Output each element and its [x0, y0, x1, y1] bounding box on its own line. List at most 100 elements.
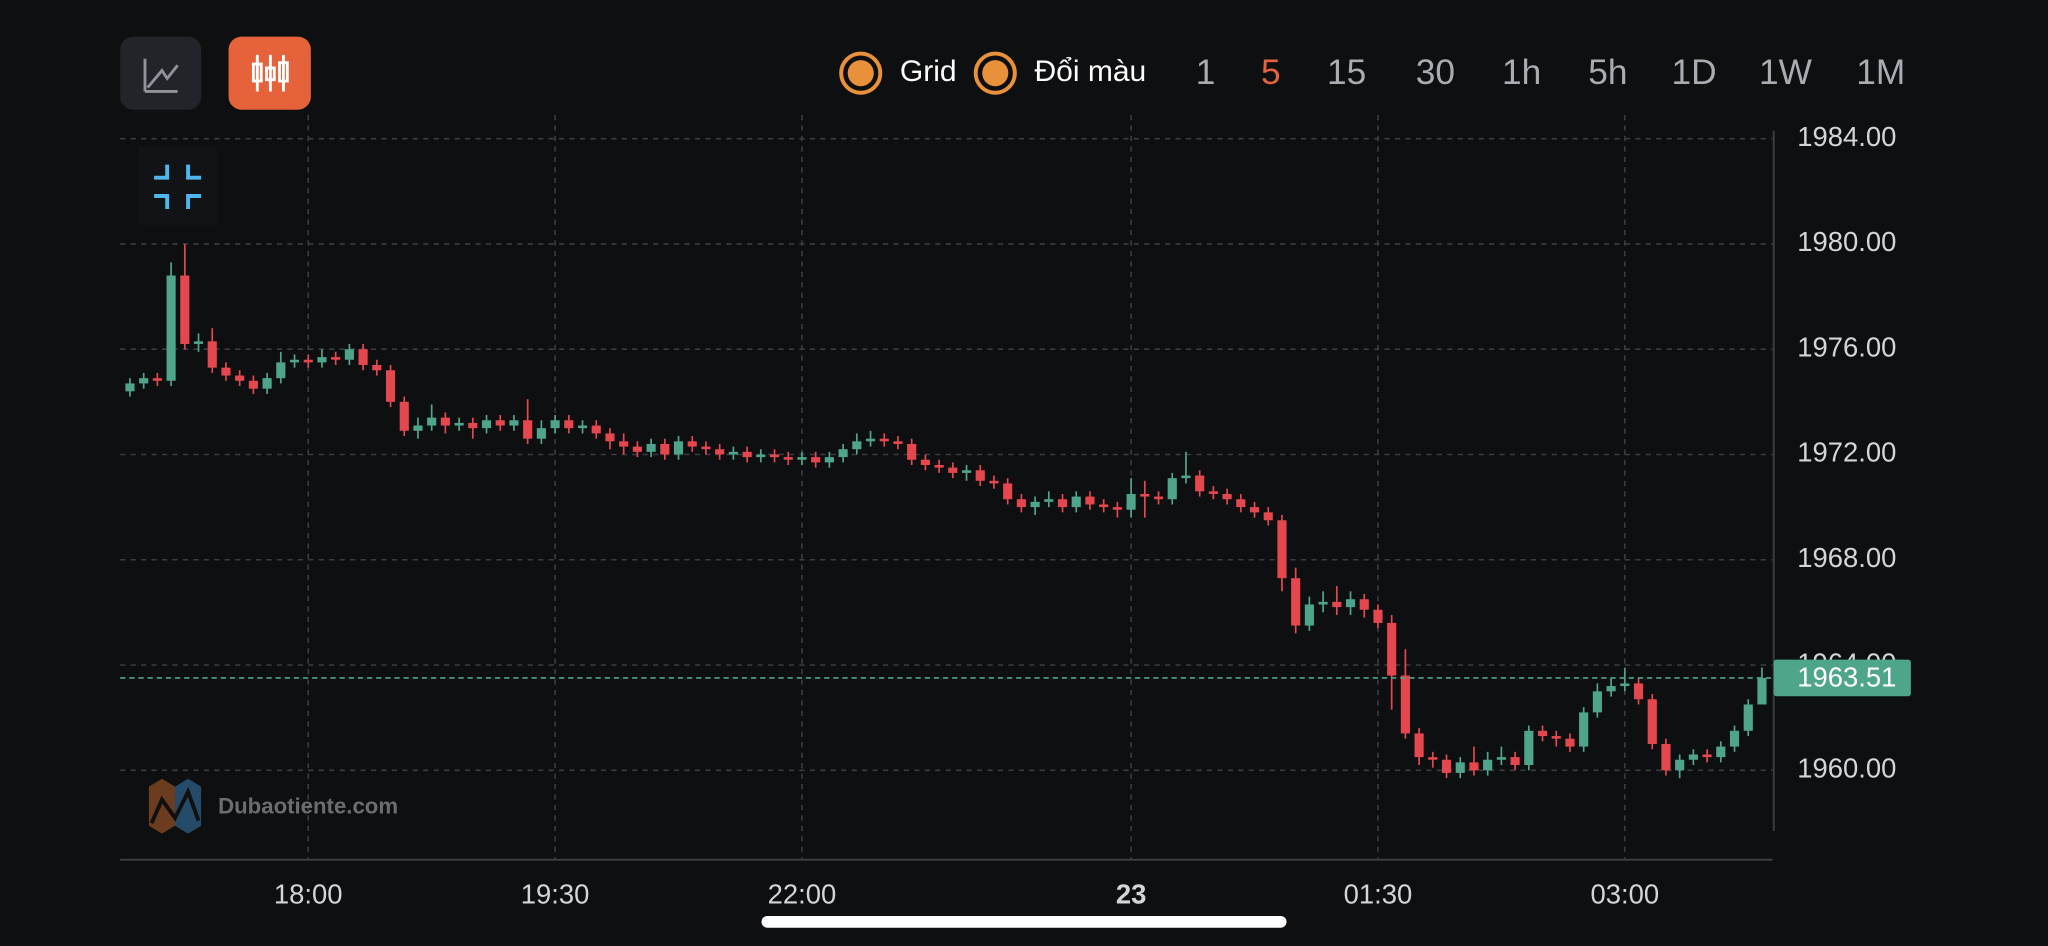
candle-body [344, 349, 354, 360]
y-tick-label: 1976.00 [1797, 331, 1896, 362]
candle-body [1085, 496, 1095, 505]
candle-body [1688, 754, 1698, 760]
candle-body [824, 457, 834, 463]
candle-body [797, 457, 807, 460]
candle-body [1332, 601, 1342, 608]
candle-body [1400, 675, 1410, 734]
grid-toggle[interactable]: Grid [839, 51, 957, 95]
candle-body [235, 375, 245, 381]
candle-body [1016, 499, 1026, 508]
candle-body [1441, 759, 1452, 773]
candle-body [1661, 743, 1671, 771]
candle-body [1126, 493, 1136, 510]
candle-body [989, 480, 999, 484]
color-toggle[interactable]: Đổi màu [973, 51, 1147, 95]
watermark: Dubaotiente.com [148, 778, 398, 834]
interval-tab[interactable]: 1W [1759, 53, 1813, 92]
candle-body [1387, 622, 1397, 676]
candle-body [1208, 491, 1218, 494]
candle-body [660, 443, 670, 455]
candle-body [1729, 730, 1740, 747]
candle-body [1030, 501, 1040, 508]
candle-body [372, 364, 382, 371]
candle-body [1099, 504, 1109, 508]
candle-body [673, 441, 684, 455]
candle-body [591, 425, 601, 434]
interval-tab[interactable]: 1D [1671, 53, 1716, 92]
candle-body [632, 446, 642, 452]
candle-body [1483, 759, 1493, 771]
x-tick-label: 22:00 [768, 879, 837, 910]
candle-body [646, 443, 656, 452]
chart: 1960.001964.001968.001972.001976.001980.… [120, 114, 1911, 910]
candle-body [1181, 475, 1191, 479]
candle-body [756, 454, 766, 458]
candle-body [920, 459, 930, 466]
candle-body [838, 449, 848, 458]
candle-body [152, 378, 162, 381]
candle-body [1455, 762, 1465, 773]
candle-body [221, 367, 231, 376]
candle-body [262, 378, 272, 389]
candle-body [1222, 493, 1232, 500]
candle-body [1524, 730, 1534, 766]
candle-body [619, 441, 629, 447]
candle-body [440, 417, 450, 426]
candle-body [1373, 609, 1383, 623]
candle-body [1496, 757, 1506, 760]
candle-body [413, 425, 423, 431]
candlestick-button[interactable] [228, 36, 311, 110]
candle-body [1757, 677, 1767, 705]
candle-body [1647, 699, 1657, 744]
candle-body [1606, 686, 1616, 692]
line-chart-button[interactable] [120, 36, 202, 110]
interval-tab[interactable]: 5h [1588, 53, 1627, 92]
candle-body [742, 451, 752, 458]
candle-body [207, 341, 217, 368]
option-label[interactable]: Đổi màu [1034, 55, 1146, 88]
candle-body [893, 441, 903, 444]
candle-body [934, 465, 944, 468]
candle-body [1359, 599, 1369, 610]
candle-body [1620, 683, 1630, 687]
y-tick-label: 1980.00 [1797, 226, 1896, 257]
candle-body [385, 370, 396, 402]
candle-body [1249, 507, 1260, 513]
candle-body [468, 422, 478, 429]
candle-body [1510, 757, 1520, 766]
candle-body [1345, 599, 1356, 608]
interval-tab[interactable]: 15 [1327, 53, 1366, 92]
watermark-text: Dubaotiente.com [218, 793, 398, 818]
interval-tab[interactable]: 30 [1416, 53, 1455, 92]
candle-body [509, 420, 519, 426]
candle-body [193, 341, 204, 344]
candle-body [783, 457, 793, 460]
candle-body [1414, 733, 1424, 758]
candle-body [769, 454, 780, 458]
interval-tab[interactable]: 1M [1856, 53, 1905, 92]
candle-body [811, 457, 821, 463]
option-label[interactable]: Grid [900, 55, 957, 88]
candle-body [399, 401, 409, 431]
candle-body [1592, 691, 1602, 713]
collapse-button[interactable] [138, 146, 217, 225]
candle-body [166, 275, 176, 381]
interval-tab[interactable]: 1h [1502, 53, 1541, 92]
candle-body [687, 441, 697, 447]
interval-tab[interactable]: 1 [1196, 53, 1216, 92]
candle-body [1112, 507, 1122, 510]
candle-body [1551, 736, 1561, 739]
candle-body [303, 359, 313, 363]
candle-body [1565, 738, 1575, 747]
home-indicator [761, 915, 1287, 928]
candle-body [1057, 499, 1068, 508]
candle-body [317, 357, 327, 363]
candle-body [1716, 746, 1726, 758]
interval-tab[interactable]: 5 [1261, 53, 1281, 92]
y-tick-label: 1984.00 [1797, 121, 1896, 152]
candle-body [1469, 762, 1479, 771]
x-tick-label: 23 [1116, 879, 1147, 910]
candle-body [1140, 493, 1150, 497]
candle-body [715, 449, 725, 455]
